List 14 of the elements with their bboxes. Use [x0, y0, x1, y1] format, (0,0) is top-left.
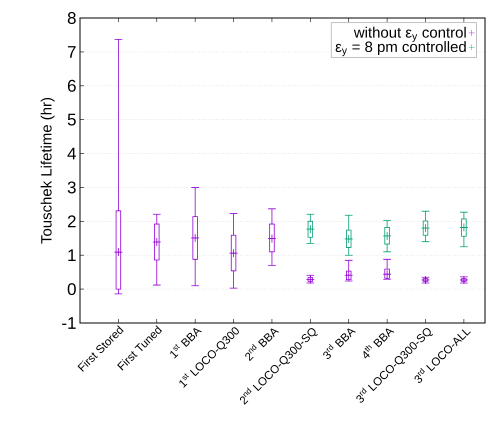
y-axis-title: Touschek Lifetime (hr) — [40, 98, 55, 244]
y-tick-label: 2 — [68, 215, 76, 228]
y-tick-label: 3 — [68, 181, 76, 194]
legend-label: without ε$_{y}$ control — [354, 26, 466, 42]
legend-label: ε$_{y}$ = 8 pm controlled — [336, 41, 466, 56]
y-tick-label: 8 — [68, 12, 76, 24]
y-tick-label: 5 — [68, 114, 76, 126]
y-tick-label: 0 — [68, 283, 76, 296]
x-tick-label: 3$^{rd}$ BBA — [323, 328, 356, 360]
y-tick-label: -1 — [62, 317, 76, 329]
y-tick-label: 6 — [68, 80, 76, 92]
y-tick-label: 1 — [68, 249, 76, 262]
y-tick-label: 4 — [67, 148, 76, 160]
y-tick-label: 7 — [68, 46, 76, 58]
